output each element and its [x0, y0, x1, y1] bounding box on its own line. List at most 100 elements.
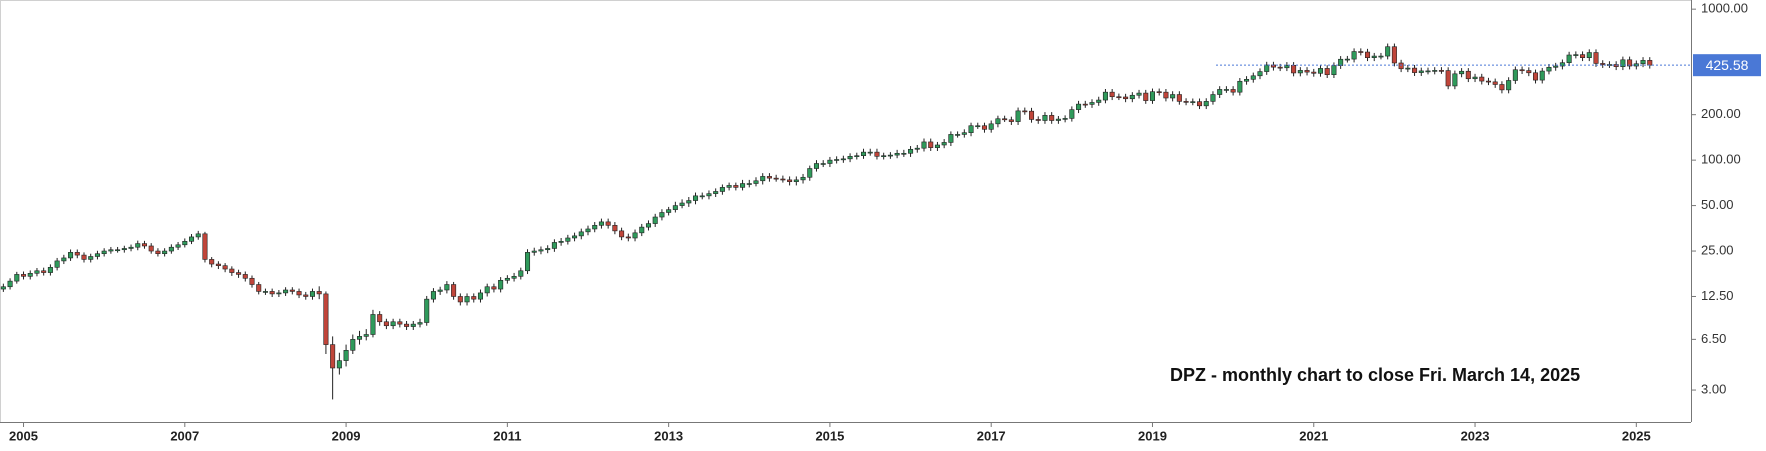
candle-body [585, 228, 591, 233]
x-tick-label: 2009 [332, 428, 361, 443]
candle-body [74, 252, 80, 256]
candle-body [1432, 70, 1438, 72]
candle-body [1365, 51, 1371, 58]
candle-body [733, 185, 739, 188]
candle-body [1029, 110, 1035, 120]
candle-body [1627, 59, 1633, 67]
candle-body [1479, 76, 1485, 82]
candle-body [101, 250, 107, 255]
candle-body [47, 267, 53, 273]
candle-body [1405, 67, 1411, 70]
candle-body [787, 179, 793, 182]
candle-body [1183, 101, 1189, 103]
candle-body [531, 250, 537, 253]
candle-body [1338, 58, 1344, 66]
candle-body [1344, 58, 1350, 61]
candle-body [108, 249, 114, 252]
candle-body [1573, 54, 1579, 56]
candle-body [679, 202, 685, 206]
candle-body [115, 249, 121, 252]
candle-body [283, 289, 289, 294]
candle-body [1351, 51, 1357, 60]
candle-body [1398, 62, 1404, 70]
candle-body [437, 289, 443, 292]
candle-body [410, 323, 416, 327]
candle-body [659, 212, 665, 218]
candle-body [81, 254, 87, 260]
candle-body [592, 225, 598, 230]
candle-body [1385, 46, 1391, 57]
candle-body [699, 195, 705, 198]
candle-body [881, 155, 887, 158]
candle-body [430, 291, 436, 300]
candle-body [323, 293, 329, 345]
candle-body [256, 284, 262, 292]
candle-body [262, 291, 268, 293]
candle-body [451, 284, 457, 297]
y-tick-label: 50.00 [1701, 197, 1734, 212]
candle-body [975, 125, 981, 128]
candle-body [1391, 46, 1397, 64]
candle-body [1076, 103, 1082, 110]
candle-body [1586, 52, 1592, 58]
candle-body [350, 339, 356, 351]
candle-body [215, 263, 221, 266]
candle-body [1116, 96, 1122, 99]
candle-body [666, 209, 672, 213]
candle-body [135, 243, 141, 248]
candle-body [1008, 119, 1014, 122]
candle-body [813, 163, 819, 169]
candle-body [934, 144, 940, 148]
candle-body [1190, 101, 1196, 103]
candle-body [377, 314, 383, 323]
candle-body [605, 221, 611, 226]
candle-body [1519, 69, 1525, 72]
candle-body [175, 244, 181, 248]
x-tick-label: 2011 [493, 428, 521, 443]
candle-body [914, 147, 920, 150]
candle-body [1002, 118, 1008, 121]
candle-body [827, 159, 833, 164]
candle-body [457, 296, 463, 303]
candle-body [289, 289, 295, 292]
candle-body [1452, 73, 1458, 87]
candle-body [625, 236, 631, 239]
candle-body [861, 151, 867, 157]
candle-body [498, 279, 504, 290]
candle-body [908, 148, 914, 154]
candle-body [141, 243, 147, 247]
candle-body [148, 245, 154, 252]
candle-body [1418, 70, 1424, 73]
candle-body [444, 284, 450, 291]
candle-body [1499, 84, 1505, 91]
candle-body [1438, 70, 1444, 72]
candle-body [390, 321, 396, 327]
candle-body [1640, 60, 1646, 65]
candle-body [1250, 75, 1256, 80]
candle-body [14, 274, 20, 282]
candle-body [1217, 89, 1223, 95]
candle-body [874, 151, 880, 157]
candle-body [719, 187, 725, 192]
candle-body [303, 294, 309, 297]
candle-body [1163, 91, 1169, 99]
candle-body [471, 296, 477, 300]
candle-body [343, 350, 349, 361]
candle-body [1109, 91, 1115, 98]
candle-body [1210, 94, 1216, 102]
candle-body [383, 321, 389, 327]
candle-body [1291, 64, 1297, 74]
candle-body [1485, 80, 1491, 83]
candle-body [121, 248, 127, 251]
candle-body [309, 291, 315, 297]
x-tick-label: 2023 [1461, 428, 1490, 443]
candle-body [1600, 63, 1606, 65]
candle-body [61, 257, 67, 262]
candle-body [988, 123, 994, 130]
candle-body [336, 360, 342, 369]
candle-body [1170, 94, 1176, 99]
candle-body [706, 193, 712, 197]
candle-body [7, 280, 13, 288]
candle-body [1096, 99, 1102, 103]
